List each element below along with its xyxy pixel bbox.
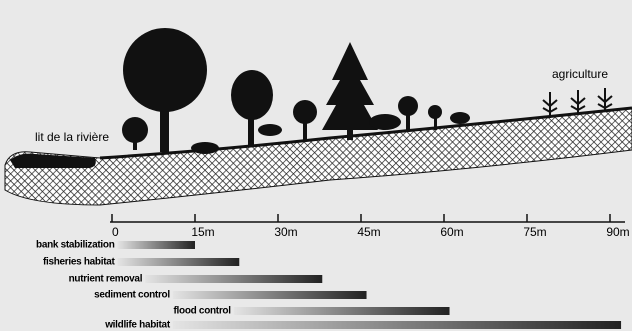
function-bar bbox=[145, 275, 322, 283]
function-bar bbox=[173, 321, 621, 329]
river-label-text: lit de la rivière bbox=[35, 130, 109, 144]
tick-label: 15m bbox=[191, 225, 214, 239]
function-label: wildlife habitat bbox=[104, 320, 171, 331]
function-bar bbox=[118, 241, 195, 249]
function-label: flood control bbox=[174, 306, 232, 317]
tick-label: 90m bbox=[606, 225, 629, 239]
tick-label: 45m bbox=[357, 225, 380, 239]
function-label: nutrient removal bbox=[69, 274, 143, 285]
function-bar bbox=[234, 307, 450, 315]
function-label: bank stabilization bbox=[36, 240, 115, 251]
tick-label: 0 bbox=[112, 225, 119, 239]
field-label: agriculture bbox=[552, 67, 608, 81]
tick-label: 75m bbox=[523, 225, 546, 239]
function-label: fisheries habitat bbox=[43, 257, 116, 268]
diagram: lit de la rivière agriculture 0 15m 30m 45m… bbox=[0, 0, 632, 331]
tick-label: 30m bbox=[274, 225, 297, 239]
function-bar bbox=[173, 291, 367, 299]
function-label: sediment control bbox=[94, 290, 170, 301]
tick-label: 60m bbox=[440, 225, 463, 239]
function-bar bbox=[118, 258, 240, 266]
river-label: lit de la rivière bbox=[35, 130, 109, 144]
